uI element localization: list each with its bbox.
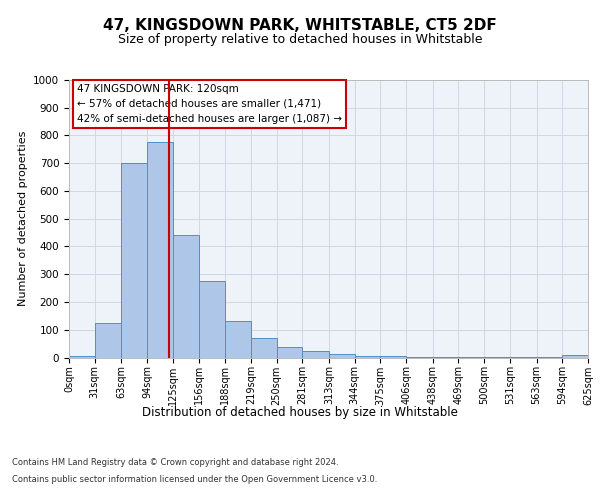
Text: 47, KINGSDOWN PARK, WHITSTABLE, CT5 2DF: 47, KINGSDOWN PARK, WHITSTABLE, CT5 2DF: [103, 18, 497, 32]
Text: Contains HM Land Registry data © Crown copyright and database right 2024.: Contains HM Land Registry data © Crown c…: [12, 458, 338, 467]
Bar: [355, 356, 380, 358]
Bar: [95, 323, 121, 358]
Bar: [69, 356, 95, 358]
Bar: [562, 354, 588, 358]
Text: 47 KINGSDOWN PARK: 120sqm
← 57% of detached houses are smaller (1,471)
42% of se: 47 KINGSDOWN PARK: 120sqm ← 57% of detac…: [77, 84, 342, 124]
Bar: [173, 236, 199, 358]
Bar: [406, 356, 433, 358]
Bar: [302, 352, 329, 358]
Bar: [225, 322, 251, 358]
Text: Size of property relative to detached houses in Whitstable: Size of property relative to detached ho…: [118, 32, 482, 46]
Bar: [147, 142, 173, 358]
Bar: [121, 163, 147, 358]
Text: Contains public sector information licensed under the Open Government Licence v3: Contains public sector information licen…: [12, 474, 377, 484]
Bar: [458, 357, 484, 358]
Bar: [380, 356, 406, 358]
Bar: [484, 357, 510, 358]
Bar: [251, 338, 277, 357]
Bar: [329, 354, 355, 358]
Bar: [199, 281, 225, 357]
Text: Distribution of detached houses by size in Whitstable: Distribution of detached houses by size …: [142, 406, 458, 419]
Bar: [433, 356, 458, 358]
Bar: [277, 347, 302, 358]
Y-axis label: Number of detached properties: Number of detached properties: [17, 131, 28, 306]
